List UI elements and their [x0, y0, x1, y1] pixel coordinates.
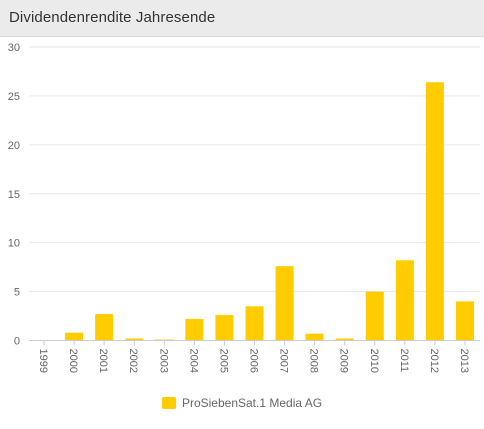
x-tick-label: 2005 [217, 349, 229, 373]
x-tick-label: 2002 [127, 349, 139, 373]
x-tick-label: 2004 [187, 349, 199, 373]
y-tick-label: 30 [8, 42, 20, 54]
x-tick-label: 2003 [157, 349, 169, 373]
bar-chart: 0 5 10 15 20 25 30 1999 2000 2001 2002 2003 2004 200… [8, 42, 480, 373]
x-tick-label: 2009 [338, 349, 350, 373]
legend[interactable]: ProSiebenSat.1 Media AG [0, 393, 484, 413]
y-tick-label: 0 [14, 336, 20, 348]
bar-2009[interactable] [335, 338, 354, 341]
grid-lines [29, 46, 480, 293]
x-axis-ticks: 1999 2000 2001 2002 2003 2004 2005 2006 2007 2008… [37, 340, 470, 373]
x-tick-label: 2008 [308, 349, 320, 373]
x-tick-label: 1999 [37, 349, 49, 373]
y-axis-ticks: 0 5 10 15 20 25 30 [8, 42, 20, 348]
y-tick-label: 15 [8, 189, 20, 201]
bar-2010[interactable] [365, 291, 384, 341]
bar-2011[interactable] [395, 260, 414, 341]
legend-label: ProSiebenSat.1 Media AG [181, 396, 323, 410]
bar-2007[interactable] [275, 266, 294, 341]
y-tick-label: 10 [8, 238, 20, 250]
x-tick-label: 2006 [248, 349, 260, 373]
chart-header: Dividendenrendite Jahresende [0, 0, 484, 37]
x-tick-label: 2013 [458, 349, 470, 373]
bar-2001[interactable] [95, 314, 114, 341]
x-tick-label: 2007 [278, 349, 290, 373]
x-tick-label: 2000 [67, 349, 79, 373]
bar-2004[interactable] [185, 318, 204, 341]
legend-swatch [161, 397, 176, 409]
bar-2002[interactable] [125, 338, 144, 341]
bar-2012[interactable] [425, 82, 444, 341]
x-tick-label: 2011 [398, 349, 410, 373]
bar-2008[interactable] [305, 333, 324, 341]
chart-title: Dividendenrendite Jahresende [9, 9, 216, 26]
bar-2000[interactable] [65, 332, 84, 341]
bar-2005[interactable] [215, 315, 234, 341]
bar-2006[interactable] [245, 306, 264, 341]
y-tick-label: 25 [8, 91, 20, 103]
bars [65, 82, 474, 341]
y-tick-label: 5 [14, 287, 20, 299]
y-tick-label: 20 [8, 140, 20, 152]
x-tick-label: 2012 [428, 349, 440, 373]
x-tick-label: 2010 [368, 349, 380, 373]
bar-2013[interactable] [455, 301, 474, 341]
x-tick-label: 2001 [97, 349, 109, 373]
